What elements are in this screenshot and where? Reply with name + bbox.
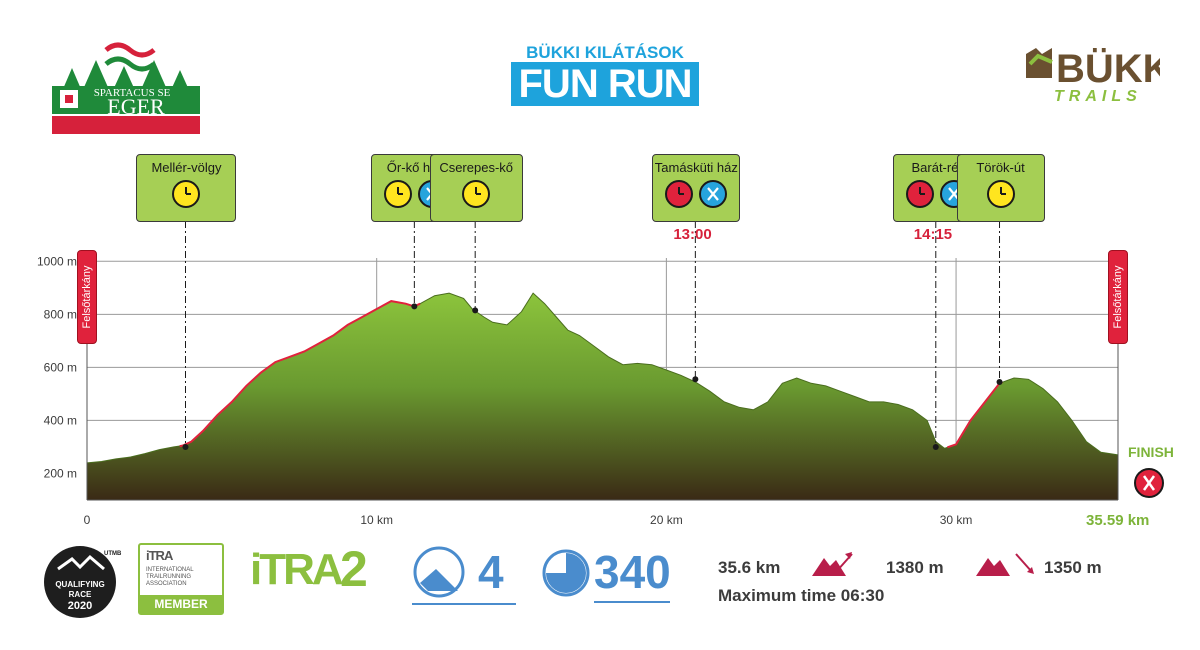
checkpoint-name: Barát-rét (911, 160, 963, 175)
time-check-icon (462, 180, 491, 208)
itra-member-line2: TRAILRUNNING (146, 574, 192, 580)
club-name-line1: SPARTACUS SE (94, 87, 171, 99)
cutoff-clock-icon (905, 180, 934, 208)
descent-stat: 1350 m (1044, 558, 1102, 577)
utmb-year: 2020 (68, 600, 92, 612)
itra-points-logo: iTRA (250, 545, 344, 594)
y-tick-label: 600 m (44, 360, 77, 374)
descent-icon (976, 553, 1034, 576)
finish-refreshment-icon (1134, 468, 1164, 498)
cutoff-clock-icon (665, 180, 694, 208)
max-time-stat: Maximum time 06:30 (718, 586, 885, 605)
checkpoint-box: Mellér-völgy (136, 154, 237, 222)
checkpoint-name: Őr-kő ház (386, 160, 444, 175)
x-tick-label: 30 km (940, 513, 973, 527)
checkpoint-name: Cserepes-kő (439, 160, 514, 175)
x-tick-label: 0 (84, 513, 91, 527)
time-check-icon (986, 180, 1015, 208)
mountain-level-value: 4 (478, 546, 504, 598)
itra-member-label: MEMBER (140, 595, 222, 613)
utmb-brand: UTMB (104, 551, 122, 557)
town-marker: Felsőtárkány (1108, 250, 1128, 344)
y-tick-label: 800 m (44, 307, 77, 321)
y-tick-label: 400 m (44, 413, 77, 427)
spartacus-eger-logo: SPARTACUS SE EGER (44, 38, 204, 138)
checkpoint-name: Török-út (976, 160, 1025, 175)
event-subtitle: BÜKKI KILÁTÁSOK (526, 43, 684, 62)
climb-segment-line (179, 300, 421, 448)
distance-stat: 35.6 km (718, 558, 781, 577)
finish-label: FINISH (1128, 444, 1174, 460)
checkpoint-name: Tamásküti ház (654, 160, 738, 175)
town-label: Felsőtárkány (81, 265, 93, 329)
x-tick-label: 20 km (650, 513, 683, 527)
checkpoint-point (182, 443, 189, 450)
utmb-qualifying-badge: UTMB QUALIFYING RACE 2020 (38, 545, 122, 619)
ascent-stat: 1380 m (886, 558, 944, 577)
trails-logo-word: BÜKK (1056, 46, 1160, 88)
time-check-icon (172, 180, 201, 208)
itra-member-logo: iTRA (146, 548, 173, 563)
checkpoint-box: Cserepes-kő (429, 154, 523, 222)
mountain-level-underline (412, 603, 516, 605)
itra-member-line1: INTERNATIONAL (146, 567, 194, 573)
cutoff-time: 13:00 (673, 226, 712, 243)
itra-points-value: 2 (340, 541, 368, 597)
club-name-line2: EGER (107, 94, 165, 119)
checkpoint-point (692, 376, 699, 383)
time-check-icon (384, 180, 413, 208)
endurance-points-underline (594, 601, 670, 603)
bukk-trails-logo: BÜKK TRAILS (1020, 44, 1172, 108)
utmb-line1: QUALIFYING (55, 580, 104, 589)
checkpoint-point (932, 443, 939, 450)
itra-member-line3: ASSOCIATION (146, 581, 187, 587)
checkpoint-leader-lines (182, 221, 1003, 450)
itra-member-badge: iTRA INTERNATIONAL TRAILRUNNING ASSOCIAT… (138, 543, 224, 615)
elevation-area (87, 293, 1118, 500)
cutoff-time: 14:15 (913, 226, 953, 243)
endurance-points-icon (541, 548, 591, 598)
checkpoint-box: Tamásküti ház (652, 154, 741, 222)
total-distance-label: 35.59 km (1086, 512, 1150, 529)
trails-logo-sub: TRAILS (1054, 88, 1142, 105)
checkpoint-point (411, 303, 418, 310)
utmb-line2: RACE (69, 590, 92, 599)
checkpoint-name: Mellér-völgy (151, 160, 222, 175)
town-marker: Felsőtárkány (77, 250, 97, 344)
refreshment-icon (699, 180, 728, 208)
town-label: Felsőtárkány (1112, 265, 1124, 329)
event-name: FUN RUN (510, 62, 700, 106)
ascent-icon (812, 552, 853, 576)
y-tick-label: 1000 m (37, 254, 77, 268)
checkpoint-point (996, 378, 1003, 385)
y-tick-label: 200 m (44, 466, 77, 480)
checkpoint-point (472, 307, 479, 314)
checkpoint-box: Török-út (956, 154, 1045, 222)
event-title: BÜKKI KILÁTÁSOK FUN RUN (470, 44, 740, 106)
mountain-level-icon (412, 545, 466, 599)
x-tick-label: 10 km (360, 513, 393, 527)
endurance-points-value: 340 (594, 546, 671, 598)
